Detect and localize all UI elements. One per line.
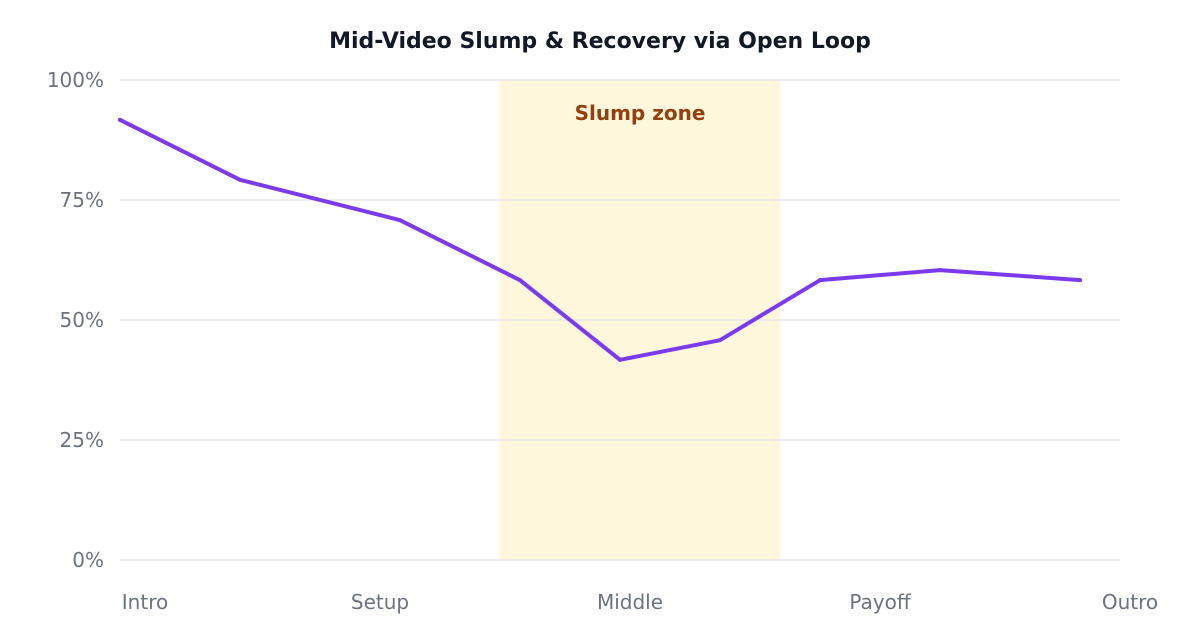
data-point [118,117,122,122]
gridlines [120,79,1120,561]
y-tick-label: 75% [60,188,104,212]
data-point [238,177,242,182]
slump-zone-label: Slump zone [575,101,706,125]
x-tick-label: Outro [1102,590,1158,614]
x-tick-label: Middle [597,590,663,614]
data-point [618,357,622,362]
y-tick-label: 50% [60,308,104,332]
x-tick-label: Setup [351,590,409,614]
y-axis: 0% 25% 50% 75% 100% [47,68,104,572]
data-point [718,338,722,343]
data-point [398,218,402,223]
y-tick-label: 0% [72,548,104,572]
data-point [818,278,822,283]
y-tick-label: 100% [47,68,104,92]
x-tick-label: Payoff [849,590,911,614]
data-point [518,278,522,283]
x-tick-label: Intro [122,590,168,614]
data-point [938,268,942,273]
chart-title: Mid-Video Slump & Recovery via Open Loop [329,29,871,54]
x-axis: Intro Setup Middle Payoff Outro [122,590,1158,614]
y-tick-label: 25% [60,428,104,452]
series-layer [118,117,1082,362]
data-point [1078,278,1082,283]
